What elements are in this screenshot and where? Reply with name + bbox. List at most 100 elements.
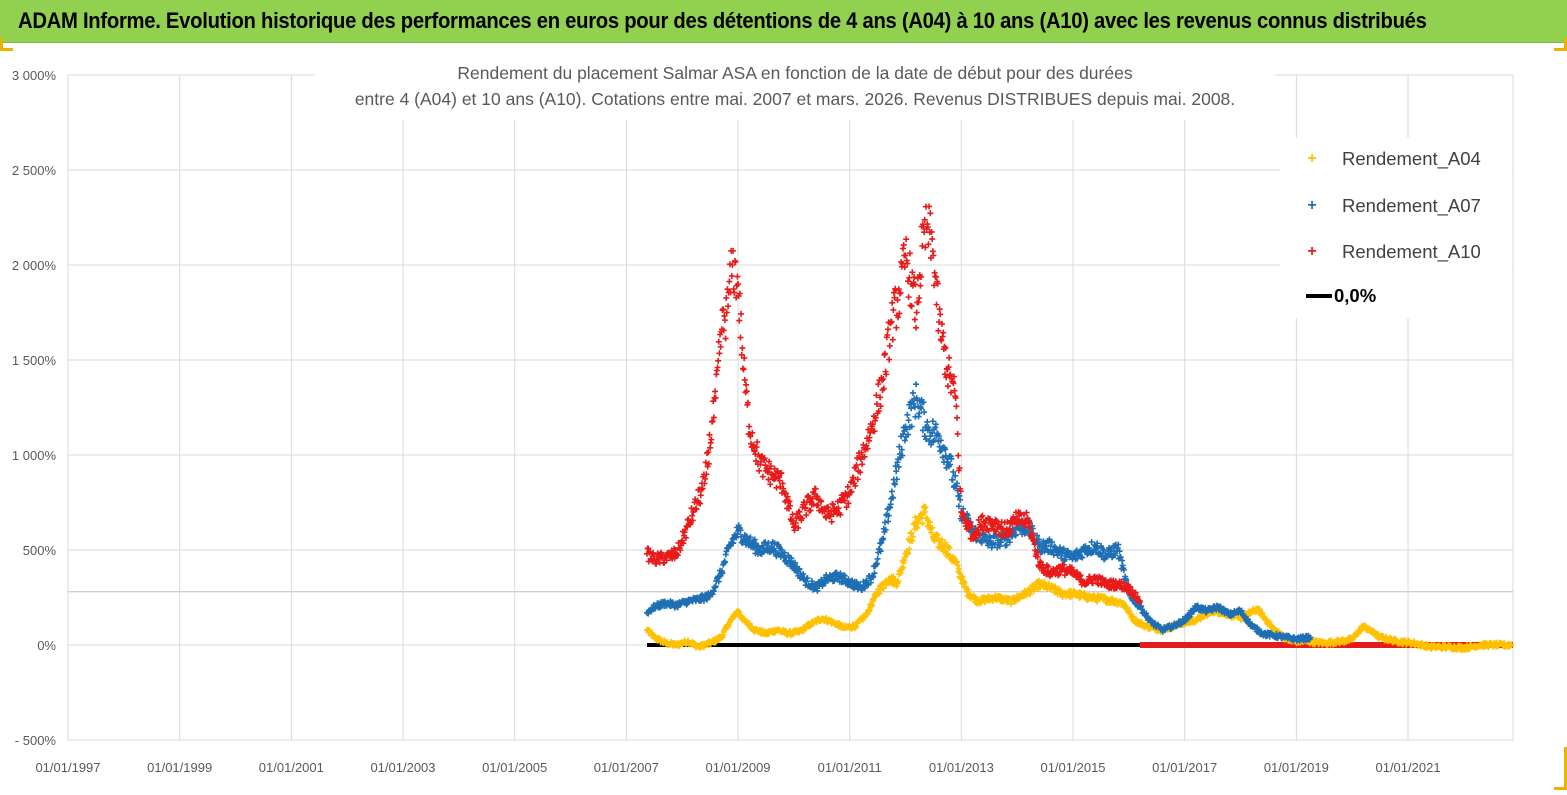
scatter-point <box>914 519 921 526</box>
scatter-point <box>848 488 855 495</box>
scatter-point <box>845 576 852 583</box>
scatter-point <box>811 490 818 497</box>
y-tick-label: 2 500% <box>12 163 57 178</box>
data-point <box>913 309 920 316</box>
scatter-point <box>736 317 743 324</box>
scatter-point <box>738 351 745 358</box>
y-tick-label: 3 000% <box>12 68 57 83</box>
scatter-point <box>885 512 892 519</box>
data-point <box>723 309 730 316</box>
scatter-point <box>741 355 748 362</box>
scatter-point <box>901 437 908 444</box>
scatter-point <box>741 377 748 384</box>
x-tick-label: 01/01/2021 <box>1375 760 1440 775</box>
scatter-point <box>874 555 881 562</box>
scatter-point <box>913 324 920 331</box>
scatter-point <box>717 331 724 338</box>
scatter-point <box>916 294 923 301</box>
scatter-point <box>909 533 916 540</box>
legend-label-a10: Rendement_A10 <box>1342 241 1481 262</box>
scatter-point <box>737 527 744 534</box>
scatter-point <box>929 236 936 243</box>
scatter-point <box>942 446 949 453</box>
scatter-point <box>945 543 952 550</box>
legend-marker-a10: + <box>1307 243 1317 260</box>
scatter-point <box>924 221 931 228</box>
scatter-point <box>880 385 887 392</box>
scatter-point <box>719 570 726 577</box>
scatter-point <box>982 531 989 538</box>
scatter-point <box>946 544 953 551</box>
legend-label-zero: 0,0% <box>1334 285 1377 306</box>
scatter-point <box>882 519 889 526</box>
scatter-point <box>893 468 900 475</box>
scatter-point <box>787 502 794 509</box>
scatter-point <box>750 442 757 449</box>
scatter-point <box>956 465 963 472</box>
scatter-point <box>733 534 740 541</box>
page-title: ADAM Informe. Evolution historique des p… <box>18 8 1427 33</box>
scatter-point <box>721 317 728 324</box>
scatter-point <box>833 569 840 576</box>
scatter-point <box>968 523 975 530</box>
scatter-point <box>873 392 880 399</box>
scatter-point <box>954 430 961 437</box>
scatter-point <box>985 527 992 534</box>
scatter-point <box>1024 515 1031 522</box>
scatter-point <box>867 429 874 436</box>
scatter-point <box>1008 529 1015 536</box>
scatter-point <box>722 559 729 566</box>
scatter-point <box>996 543 1003 550</box>
scatter-point <box>955 503 962 510</box>
scatter-point <box>1027 525 1034 532</box>
scatter-point <box>960 505 967 512</box>
scatter-point <box>747 433 754 440</box>
scatter-point <box>879 536 886 543</box>
scatter-point <box>973 535 980 542</box>
scatter-point <box>765 539 772 546</box>
scatter-point <box>705 460 712 467</box>
scatter-point <box>914 275 921 282</box>
scatter-point <box>923 226 930 233</box>
scatter-point <box>901 264 908 271</box>
scatter-point <box>905 431 912 438</box>
scatter-point <box>993 517 1000 524</box>
scatter-point <box>710 398 717 405</box>
x-tick-label: 01/01/2013 <box>929 760 994 775</box>
scatter-point <box>929 248 936 255</box>
scatter-point <box>883 371 890 378</box>
scatter-point <box>911 395 918 402</box>
legend-item-a04: + Rendement_A04 <box>1300 144 1481 174</box>
scatter-point <box>885 518 892 525</box>
scatter-point <box>954 480 961 487</box>
scatter-point <box>896 443 903 450</box>
scatter-point <box>906 546 913 553</box>
scatter-point <box>881 350 888 357</box>
scatter-point <box>845 500 852 507</box>
scatter-point <box>952 393 959 400</box>
legend-item-zero: 0,0% <box>1300 281 1376 311</box>
scatter-point <box>861 453 868 460</box>
scatter-point <box>765 476 772 483</box>
scatter-point <box>869 421 876 428</box>
scatter-point <box>743 388 750 395</box>
scatter-point <box>725 621 732 628</box>
scatter-point <box>778 470 785 477</box>
scatter-point <box>739 365 746 372</box>
scatter-point <box>918 405 925 412</box>
scatter-point <box>734 531 741 538</box>
scatter-point <box>715 338 722 345</box>
scatter-point <box>810 501 817 508</box>
scatter-point <box>1048 539 1055 546</box>
scatter-point <box>706 593 713 600</box>
scatter-point <box>777 483 784 490</box>
scatter-point <box>747 534 754 541</box>
frame-corner-bottom-right <box>1554 747 1567 790</box>
scatter-point <box>812 485 819 492</box>
scatter-point <box>709 418 716 425</box>
scatter-point <box>715 578 722 585</box>
scatter-point <box>912 281 919 288</box>
scatter-point <box>905 549 912 556</box>
scatter-point <box>945 364 952 371</box>
legend-item-a07: + Rendement_A07 <box>1300 191 1481 221</box>
